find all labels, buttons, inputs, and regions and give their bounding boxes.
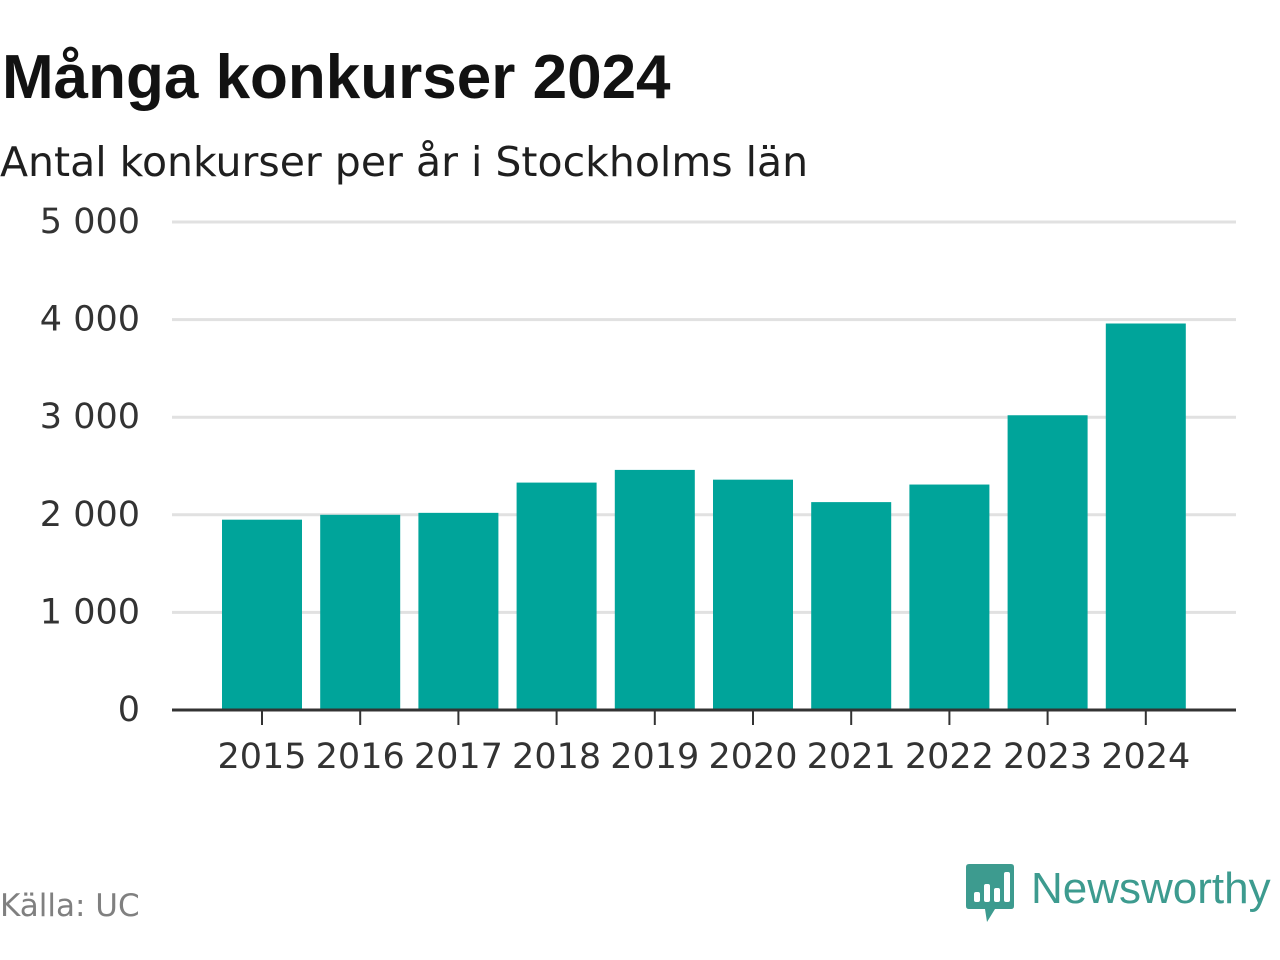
logo-bar-3 [994,888,1000,902]
y-tick-label: 4 000 [40,300,140,340]
x-tick-label: 2018 [512,737,601,777]
bar-2019 [614,469,695,710]
bar-2017 [418,512,499,710]
bars [222,323,1186,710]
x-tick-label: 2021 [807,737,896,777]
chart-title: Många konkurser 2024 [2,43,671,112]
bar-2018 [516,482,597,710]
source-note: Källa: UC [0,888,140,924]
y-axis-tick-labels: 0 1 000 2 000 3 000 4 000 5 000 [40,202,140,730]
bar-2023 [1007,415,1088,710]
y-tick-label: 2 000 [40,495,140,535]
x-tick-label: 2020 [708,737,797,777]
bar-2015 [222,519,302,710]
x-tick-label: 2015 [217,737,306,777]
x-axis-ticks [261,710,1147,725]
x-tick-label: 2016 [316,737,405,777]
chart-subtitle: Antal konkurser per år i Stockholms län [0,138,809,186]
y-tick-label: 0 [118,690,140,730]
bar-2016 [320,514,401,710]
logo-bar-2 [984,884,990,902]
brand-name: Newsworthy [1031,864,1271,913]
x-axis-tick-labels: 2015 2016 2017 2018 2019 2020 2021 2022 2023 2024 [217,737,1190,777]
bar-2022 [909,484,990,710]
logo-bar-1 [974,892,980,902]
y-tick-label: 5 000 [40,202,140,242]
bar-2020 [713,479,793,710]
newsworthy-logo-icon [966,864,1014,922]
x-tick-label: 2023 [1003,737,1092,777]
bar-2024 [1105,323,1186,710]
x-tick-label: 2024 [1101,737,1190,777]
x-tick-label: 2022 [905,737,994,777]
bar-2021 [811,502,892,710]
y-tick-label: 3 000 [40,397,140,437]
logo-bar-4 [1004,872,1010,902]
y-tick-label: 1 000 [40,592,140,632]
x-tick-label: 2017 [414,737,503,777]
x-tick-label: 2019 [610,737,699,777]
brand-logo: Newsworthy [965,862,1271,924]
